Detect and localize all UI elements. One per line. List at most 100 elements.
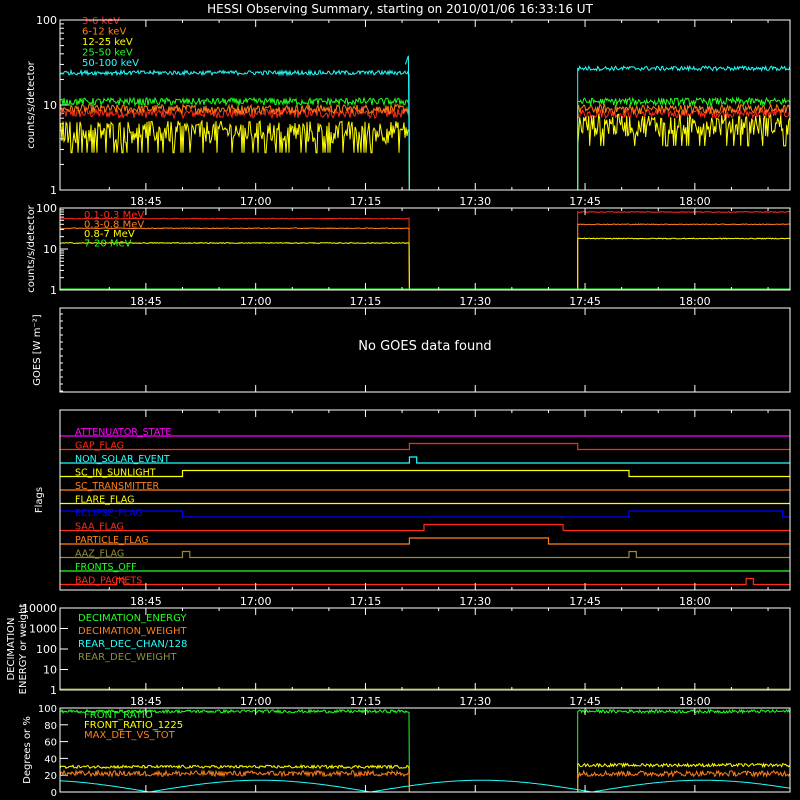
series-front-ratio-1225: [577, 762, 791, 792]
panel5-ytick-label: 1: [50, 684, 57, 697]
flag-label: GAP_FLAG: [75, 441, 124, 452]
panel6-ytick-label: 40: [44, 754, 57, 765]
flag-trace: [60, 537, 790, 545]
panel2-time-label: 17:00: [240, 295, 272, 308]
flag-label: ATTENUATOR_STATE: [75, 427, 171, 438]
panel2-ylabel: counts/s/detector: [26, 204, 37, 292]
legend-item: REAR_DEC_CHAN/128: [78, 639, 187, 650]
series-0-1-0-3-MeV: [577, 210, 790, 290]
panel2-time-label: 18:45: [130, 295, 162, 308]
flag-trace: [60, 469, 790, 478]
panel6-ytick-label: 0: [51, 788, 57, 799]
panel5-time-label: 18:45: [130, 695, 162, 708]
panel4-time-label: 17:00: [240, 595, 272, 608]
legend-item: REAR_DEC_WEIGHT: [78, 652, 177, 663]
series-6-12-keV: [59, 103, 410, 191]
panel3-ylabel: GOES [W m⁻²]: [32, 314, 43, 385]
series-0-3-0-8-MeV: [577, 223, 790, 290]
panel1-time-label: 18:45: [130, 195, 162, 208]
panel5-frame: [59, 607, 791, 691]
panel2-time-label: 17:15: [350, 295, 382, 308]
panel6-ylabel: Degrees or %: [22, 716, 33, 784]
panel1-time-label: 18:00: [679, 195, 711, 208]
legend-item: 3-6 keV: [82, 16, 120, 27]
series-0-8-7-MeV: [59, 241, 410, 291]
series-12-25-keV: [577, 113, 791, 190]
no-goes-message: No GOES data found: [358, 339, 491, 354]
legend-item: 0.3-0.8 MeV: [84, 220, 144, 231]
panel5-ytick-label: 1000: [29, 623, 57, 636]
flag-label: SAA_FLAG: [75, 522, 124, 533]
legend-item: FRONT_RATIO_1225: [84, 720, 183, 731]
panel3-frame: [59, 307, 791, 393]
panel5-ytick-label: 10: [43, 664, 57, 677]
legend-item: DECIMATION_ENERGY: [78, 613, 187, 624]
panel6-ytick-label: 60: [44, 738, 57, 749]
flag-label: AAZ_FLAG: [75, 549, 124, 560]
panel2-ytick-label: 100: [36, 202, 57, 215]
panel2-time-label: 17:30: [459, 295, 491, 308]
series-50-100-keV: [59, 68, 410, 191]
panel2-ytick-label: 1: [50, 284, 57, 297]
panel1-ytick-label: 100: [36, 14, 57, 27]
panel1-ylabel: counts/s/detector: [26, 60, 37, 148]
panel5-ytick-label: 100: [36, 643, 57, 656]
legend-item: 0.8-7 MeV: [84, 229, 135, 240]
panel6-ytick-label: 80: [44, 721, 57, 732]
panel5-ylabel: DECIMATION: [6, 617, 17, 680]
series-max-det-vs-tot: [577, 769, 791, 792]
series-12-25-keV: [59, 119, 410, 191]
panel4-frame: [59, 409, 791, 591]
flag-label: BAD_PACKETS: [75, 576, 142, 587]
series-0-3-0-8-MeV: [59, 227, 410, 291]
panel5-ylabel: ENERGY or weight: [18, 604, 29, 695]
legend-item: 6-12 keV: [82, 27, 126, 38]
legend-item: DECIMATION_WEIGHT: [78, 626, 187, 637]
flag-trace: [60, 523, 790, 532]
panel2-ytick-label: 10: [43, 243, 57, 256]
panel5-time-label: 17:45: [569, 695, 601, 708]
flag-label: SC_IN_SUNLIGHT: [75, 468, 156, 479]
panel5-time-label: 17:15: [350, 695, 382, 708]
panel1-cyan-spike: [404, 55, 410, 191]
flag-label: ECLIPSE_FLAG: [75, 508, 143, 519]
flag-label: SC_TRANSMITTER: [75, 481, 160, 492]
panel1-ytick-label: 10: [43, 99, 57, 112]
panel2-frame: [59, 207, 791, 291]
panel6-ytick-label: 100: [38, 704, 57, 715]
legend-item: 50-100 keV: [82, 58, 139, 69]
flag-trace: [59, 510, 790, 518]
flag-trace: [60, 550, 790, 559]
panel4-time-label: 18:45: [130, 595, 162, 608]
series-25-50-keV: [577, 96, 791, 190]
flag-trace: [60, 577, 790, 586]
flag-trace: [60, 456, 790, 464]
legend-item: 12-25 keV: [82, 37, 133, 48]
panel5-time-label: 17:30: [459, 695, 491, 708]
series-25-50-keV: [59, 96, 410, 191]
series-front-ratio: [59, 708, 410, 793]
series-max-det-vs-tot: [59, 769, 410, 793]
series-front-ratio: [577, 708, 791, 792]
series-0-8-7-MeV: [577, 237, 790, 290]
legend-item: 25-50 keV: [82, 48, 133, 59]
legend-item: MAX_DET_VS_TOT: [84, 730, 176, 741]
panel5-time-label: 18:00: [679, 695, 711, 708]
panel1-ytick-label: 1: [50, 184, 57, 197]
panel2-time-label: 17:45: [569, 295, 601, 308]
panel1-frame: [59, 19, 791, 191]
flag-label: FLARE_FLAG: [75, 495, 135, 506]
flag-label: NON_SOLAR_EVENT: [75, 454, 170, 465]
panel2-time-label: 18:00: [679, 295, 711, 308]
panel1-time-label: 17:45: [569, 195, 601, 208]
panel4-ylabel: Flags: [34, 487, 45, 513]
series-aspect: [59, 779, 791, 793]
panel4-time-label: 18:00: [679, 595, 711, 608]
panel6-ytick-label: 20: [44, 771, 57, 782]
panel4-time-label: 17:45: [569, 595, 601, 608]
panel6-frame: [59, 707, 791, 793]
legend-item: FRONT_RATIO: [84, 710, 153, 721]
series-front-ratio-1225: [59, 764, 410, 793]
